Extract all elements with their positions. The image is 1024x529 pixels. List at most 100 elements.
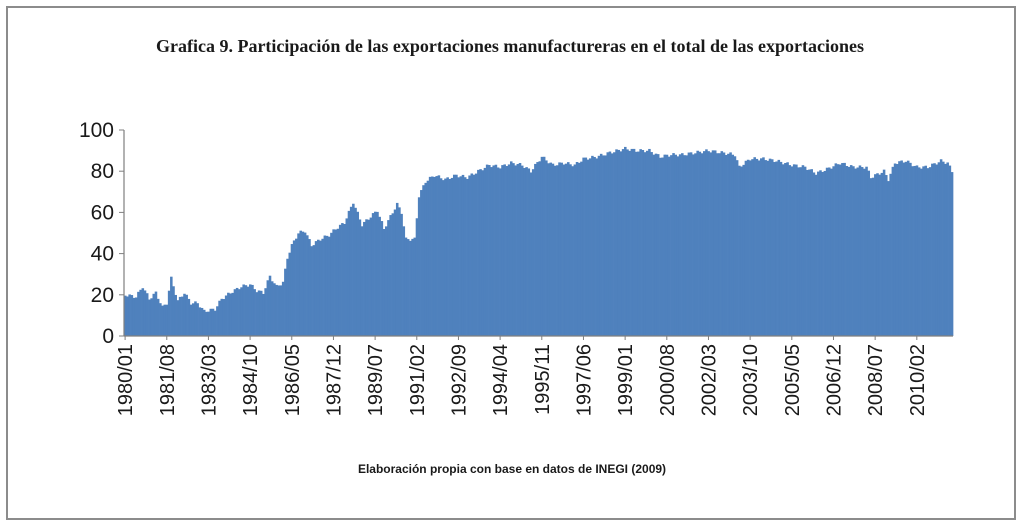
bar bbox=[878, 174, 881, 336]
bar bbox=[838, 164, 842, 336]
x-tick-label: 2005/05 bbox=[782, 344, 804, 416]
bar bbox=[314, 241, 318, 336]
bar bbox=[424, 182, 427, 336]
bar bbox=[766, 160, 770, 336]
bar bbox=[406, 239, 410, 336]
bar bbox=[187, 298, 191, 336]
bar bbox=[290, 244, 294, 336]
bar bbox=[327, 236, 331, 336]
bar bbox=[571, 166, 574, 336]
bar bbox=[628, 150, 631, 336]
bar bbox=[279, 285, 283, 336]
bar bbox=[595, 158, 599, 336]
bar bbox=[935, 164, 938, 336]
bar bbox=[249, 284, 252, 336]
bar bbox=[950, 172, 954, 336]
x-tick-label: 1981/08 bbox=[157, 344, 179, 416]
bar bbox=[926, 168, 930, 336]
bar bbox=[152, 293, 156, 336]
y-tick-label: 100 bbox=[79, 119, 114, 142]
bar bbox=[128, 294, 131, 336]
bar bbox=[591, 155, 594, 336]
bar bbox=[176, 300, 180, 336]
bar bbox=[827, 167, 831, 336]
bar bbox=[582, 157, 585, 336]
bar bbox=[893, 163, 897, 336]
bar bbox=[569, 164, 572, 336]
bar bbox=[378, 216, 381, 336]
bar bbox=[259, 290, 263, 336]
source-caption: Elaboración propia con base en datos de … bbox=[357, 462, 667, 476]
bar bbox=[198, 307, 202, 336]
bar bbox=[494, 164, 498, 336]
bar bbox=[775, 161, 778, 336]
bar bbox=[863, 168, 866, 336]
bar bbox=[233, 289, 237, 336]
bar bbox=[874, 174, 877, 336]
bar bbox=[562, 164, 566, 336]
bar bbox=[134, 297, 138, 336]
bar bbox=[163, 304, 167, 336]
bar bbox=[577, 162, 581, 336]
bar bbox=[551, 163, 555, 336]
bar bbox=[220, 298, 224, 336]
bar bbox=[920, 168, 923, 336]
bar bbox=[626, 149, 629, 336]
bar bbox=[183, 293, 186, 336]
bar bbox=[347, 210, 351, 336]
bar bbox=[213, 310, 217, 336]
x-tick-label: 1991/02 bbox=[407, 344, 429, 416]
bar bbox=[645, 150, 649, 336]
bar bbox=[433, 176, 436, 336]
bar bbox=[395, 202, 399, 336]
bar bbox=[854, 168, 857, 336]
bar bbox=[527, 168, 531, 336]
bar bbox=[867, 170, 871, 336]
bar bbox=[858, 165, 862, 336]
bar bbox=[832, 166, 835, 336]
bar bbox=[819, 170, 822, 336]
bar bbox=[948, 165, 952, 336]
bar bbox=[885, 175, 888, 336]
bar bbox=[670, 155, 673, 336]
bar bbox=[681, 153, 684, 336]
x-tick-label: 1987/12 bbox=[323, 344, 345, 416]
bar bbox=[492, 165, 495, 336]
bar bbox=[751, 159, 754, 336]
bar bbox=[501, 165, 504, 336]
bar bbox=[928, 167, 932, 336]
bar bbox=[145, 293, 149, 336]
bar bbox=[343, 223, 346, 336]
bar bbox=[468, 175, 471, 336]
bar bbox=[439, 178, 443, 336]
x-tick-label: 1995/11 bbox=[532, 344, 554, 415]
bar bbox=[917, 167, 921, 336]
x-tick-label: 1989/07 bbox=[365, 344, 387, 416]
bar bbox=[604, 155, 607, 336]
bar bbox=[207, 311, 210, 336]
bar bbox=[909, 162, 912, 336]
bar bbox=[792, 164, 796, 336]
bar bbox=[264, 288, 267, 336]
bar bbox=[479, 169, 482, 336]
bar bbox=[384, 226, 388, 336]
bar bbox=[323, 235, 327, 336]
bar bbox=[757, 160, 761, 336]
bar bbox=[773, 162, 776, 336]
bar bbox=[619, 151, 623, 336]
bar bbox=[253, 289, 256, 336]
bar bbox=[630, 148, 634, 336]
bar bbox=[702, 151, 706, 336]
bar bbox=[411, 238, 414, 336]
bar bbox=[126, 296, 129, 336]
bar bbox=[442, 180, 445, 336]
bar bbox=[200, 307, 204, 336]
bar bbox=[567, 162, 570, 336]
bar bbox=[341, 223, 344, 336]
bar bbox=[391, 213, 395, 336]
bar bbox=[455, 174, 458, 336]
bar bbox=[514, 165, 517, 336]
bar bbox=[143, 290, 147, 336]
bar bbox=[319, 240, 322, 336]
bar bbox=[834, 163, 838, 336]
